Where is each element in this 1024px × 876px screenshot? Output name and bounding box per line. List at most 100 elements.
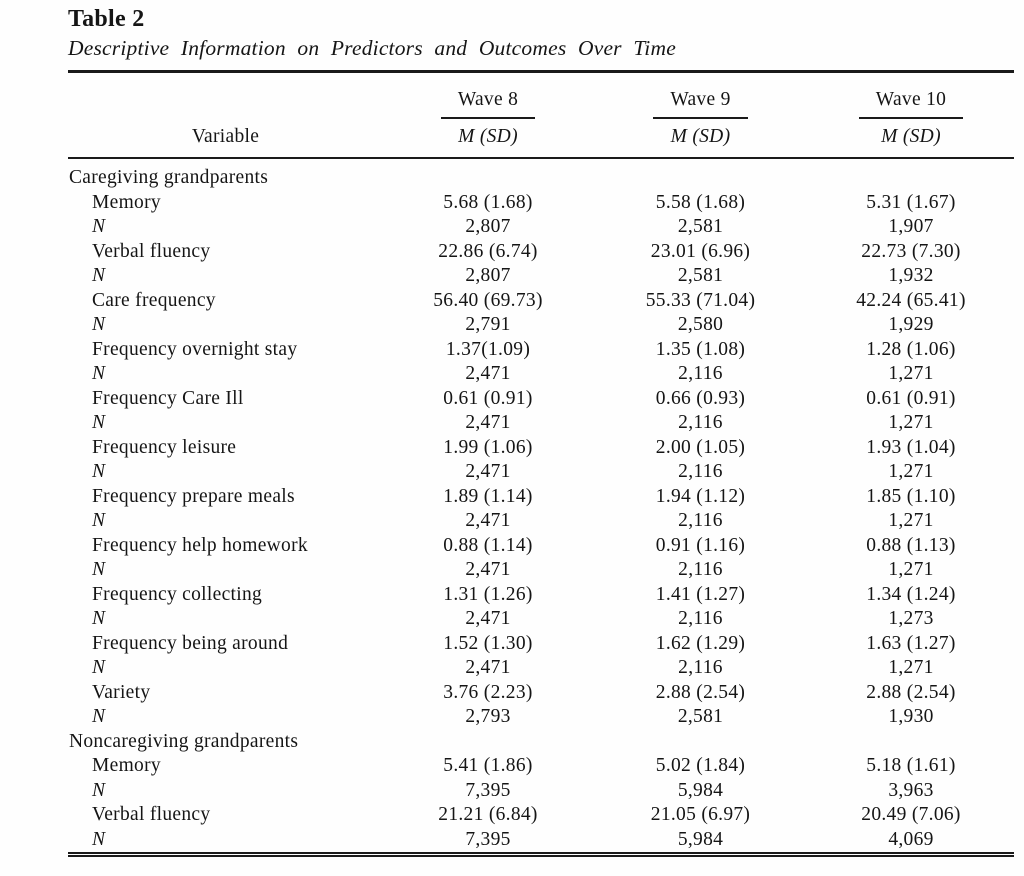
table-row: Frequency help homework 0.88 (1.14) 0.91…: [68, 534, 1014, 559]
wave-10-value: 5.31 (1.67): [866, 191, 956, 213]
wave-10-value: 1.63 (1.27): [866, 632, 956, 654]
wave-9-value: 5,984: [677, 779, 724, 801]
wave-9-value: 1.41 (1.27): [655, 583, 746, 605]
wave-9-value: 5,984: [677, 828, 724, 850]
wave-9-value: 2,116: [678, 510, 723, 531]
wave-10-value: 1,932: [888, 265, 934, 286]
table-row: Frequency leisure 1.99 (1.06) 2.00 (1.05…: [68, 436, 1014, 461]
descriptive-statistics-table: Wave 8 Wave 9 Wave 10 Variable M (SD) M …: [68, 70, 1014, 857]
table-row: N 7,395 5,984 4,069: [68, 828, 1014, 855]
wave-8-value: 5.68 (1.68): [443, 191, 533, 213]
table-row: Care frequency 56.40 (69.73) 55.33 (71.0…: [68, 289, 1014, 314]
row-label: Frequency Care Ill: [92, 387, 244, 409]
wave-9-value: 21.05 (6.97): [650, 804, 751, 825]
wave-8-value: 21.21 (6.84): [438, 804, 538, 825]
row-label: Variety: [92, 681, 151, 703]
row-label: N: [92, 461, 106, 482]
wave-9-value: 1.94 (1.12): [655, 485, 746, 507]
table-row: N 2,793 2,581 1,930: [68, 705, 1014, 730]
wave-8-value: [383, 730, 593, 755]
row-label: N: [92, 657, 106, 678]
wave-8-value: [383, 158, 593, 191]
wave-10-value: 2.88 (2.54): [866, 681, 956, 703]
wave-8-value: 2,471: [465, 461, 511, 482]
table-title: Table 2: [68, 6, 145, 32]
wave-8-value: 3.76 (2.23): [443, 681, 533, 703]
wave-10-value: 0.61 (0.91): [866, 387, 956, 409]
wave-9-value: [593, 158, 808, 191]
wave-8-value: 2,471: [465, 412, 511, 433]
wave-10-value: 1,907: [888, 216, 934, 237]
wave-8-value: 1.99 (1.06): [443, 436, 533, 458]
wave-8-value: 7,395: [465, 828, 511, 850]
table-row: N 2,807 2,581 1,907: [68, 215, 1014, 240]
wave-9-value: 2,116: [678, 363, 723, 384]
wave-8-value: 2,471: [465, 363, 511, 384]
wave-10-value: 1,271: [888, 363, 934, 384]
wave-9-value: 2.00 (1.05): [655, 436, 746, 458]
wave-10-value: 1,271: [888, 461, 934, 482]
table-row: Variety 3.76 (2.23) 2.88 (2.54) 2.88 (2.…: [68, 681, 1014, 706]
wave-8-value: 2,807: [465, 265, 511, 286]
table-row: N 2,471 2,116 1,271: [68, 411, 1014, 436]
table-row: N 2,471 2,116 1,271: [68, 558, 1014, 583]
wave-9-value: 23.01 (6.96): [650, 240, 751, 262]
wave-9-value: 1.35 (1.08): [655, 338, 746, 360]
stat-header-row: Variable M (SD) M (SD) M (SD): [68, 119, 1014, 159]
row-label: N: [92, 608, 106, 629]
table-row: N 7,395 5,984 3,963: [68, 779, 1014, 804]
wave-9-value: 2,116: [678, 608, 723, 629]
wave-10-value: 1,271: [888, 510, 934, 531]
table-row: Frequency collecting 1.31 (1.26) 1.41 (1…: [68, 583, 1014, 608]
row-label: Frequency overnight stay: [92, 338, 298, 360]
row-label: N: [92, 216, 106, 237]
wave-8-value: 1.52 (1.30): [443, 632, 533, 654]
row-label: N: [92, 412, 106, 433]
row-label: Frequency collecting: [92, 583, 263, 605]
row-label: Frequency leisure: [92, 436, 237, 458]
row-label: Frequency being around: [92, 632, 289, 654]
m-sd-header-wave10: M (SD): [808, 119, 1014, 159]
wave-9-value: 2,116: [678, 559, 723, 580]
wave-8-value: 2,471: [465, 559, 511, 580]
wave-10-value: 1,271: [888, 412, 934, 433]
wave-8-header: Wave 8: [383, 72, 593, 119]
row-label: N: [92, 828, 106, 850]
empty-header-cell: [68, 72, 383, 120]
wave-9-value: 0.91 (1.16): [655, 534, 746, 556]
row-label: N: [92, 363, 106, 384]
wave-10-value: 42.24 (65.41): [856, 289, 966, 311]
wave-9-value: 2.88 (2.54): [655, 681, 746, 703]
wave-9-header: Wave 9: [593, 72, 808, 119]
table-row: N 2,471 2,116 1,271: [68, 362, 1014, 387]
table-row: N 2,807 2,581 1,932: [68, 264, 1014, 289]
m-sd-header-wave9: M (SD): [593, 119, 808, 159]
row-label: Frequency prepare meals: [92, 485, 295, 507]
wave-8-value: 2,793: [465, 706, 511, 727]
table-caption: Descriptive Information on Predictors an…: [68, 36, 676, 60]
wave-9-value: 0.66 (0.93): [655, 387, 746, 409]
wave-10-value: 1.93 (1.04): [866, 436, 956, 458]
wave-10-value: 1.28 (1.06): [866, 338, 956, 360]
row-label: Care frequency: [92, 289, 216, 311]
table-row: Frequency prepare meals 1.89 (1.14) 1.94…: [68, 485, 1014, 510]
wave-9-value: 55.33 (71.04): [645, 289, 756, 311]
row-label: N: [92, 314, 106, 335]
wave-10-header: Wave 10: [808, 72, 1014, 119]
table-row: N 2,471 2,116 1,271: [68, 509, 1014, 534]
wave-10-value: 20.49 (7.06): [861, 804, 961, 825]
m-sd-header-wave8: M (SD): [383, 119, 593, 159]
table-row: N 2,791 2,580 1,929: [68, 313, 1014, 338]
wave-9-value: 2,581: [677, 265, 724, 286]
wave-8-value: 22.86 (6.74): [438, 240, 538, 262]
wave-8-value: 1.31 (1.26): [443, 583, 533, 605]
wave-8-value: 5.41 (1.86): [443, 755, 533, 776]
wave-10-value: 0.88 (1.13): [866, 534, 956, 556]
row-label: Frequency help homework: [92, 534, 308, 556]
wave-10-value: 1.85 (1.10): [866, 485, 956, 507]
row-label: Verbal fluency: [92, 804, 211, 825]
row-label: N: [92, 559, 106, 580]
wave-8-value: 1.37(1.09): [445, 338, 531, 360]
table-row: N 2,471 2,116 1,273: [68, 607, 1014, 632]
